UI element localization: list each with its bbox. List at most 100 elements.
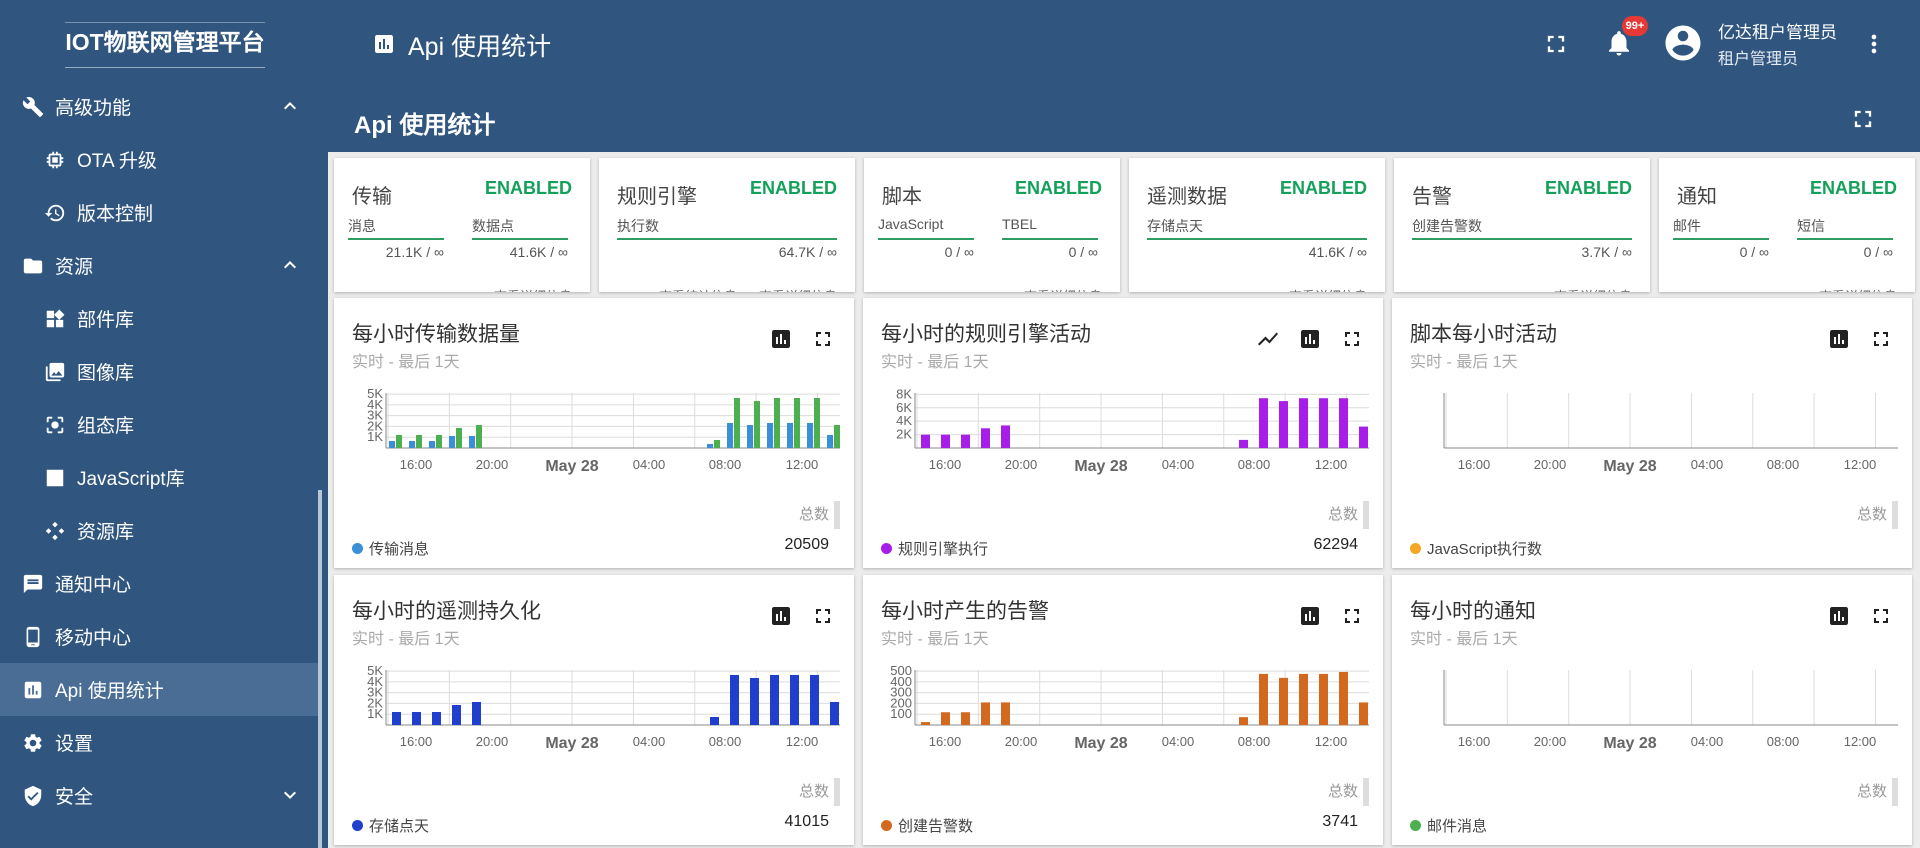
sidebar-item[interactable]: Api 使用统计 [0, 663, 322, 716]
sidebar-item[interactable]: 资源 [0, 239, 322, 292]
metric-value: 41.6K / ∞ [509, 244, 568, 260]
legend-label[interactable]: JavaScript执行数 [1427, 541, 1543, 558]
x-tick-label: 16:00 [929, 734, 962, 749]
fullscreen-icon[interactable] [1339, 326, 1365, 352]
chevron-up-icon[interactable] [278, 94, 302, 118]
bar-chart-icon[interactable] [768, 603, 794, 629]
user-name[interactable]: 亿达租户管理员 [1718, 23, 1837, 42]
chevron-down-icon[interactable] [278, 783, 302, 807]
metric-label: 消息 [348, 216, 444, 240]
fullscreen-icon[interactable] [1339, 603, 1365, 629]
sidebar-item[interactable]: 资源库 [0, 504, 322, 557]
fullscreen-icon[interactable] [1868, 326, 1894, 352]
chart-bar [790, 675, 799, 725]
legend-label[interactable]: 传输消息 [369, 541, 430, 558]
sidebar-item[interactable]: 高级功能 [0, 80, 322, 133]
x-tick-label: 12:00 [1844, 734, 1877, 749]
view-details-link[interactable]: 查看详细信息 [1024, 286, 1102, 292]
bar-chart: 16:00 20:00 May 28 04:00 08:00 12:00 [1443, 393, 1898, 475]
chart-legend: 邮件消息 [1410, 815, 1487, 836]
x-tick-label: 04:00 [1162, 734, 1195, 749]
fullscreen-icon[interactable] [1849, 105, 1877, 133]
bar-chart-icon[interactable] [768, 326, 794, 352]
x-tick-label: 08:00 [1767, 457, 1800, 472]
notifications-bell-icon[interactable] [1604, 28, 1634, 58]
chart-bar [961, 434, 970, 448]
stat-metric: 创建告警数 3.7K / ∞ [1412, 216, 1632, 272]
stat-metric: JavaScript 0 / ∞ [878, 216, 974, 272]
metric-label: JavaScript [878, 216, 974, 240]
total-column-scrollbar[interactable] [1892, 778, 1898, 806]
x-tick-label: 08:00 [1238, 734, 1271, 749]
chart-bar [476, 425, 482, 448]
chart-bar [1319, 398, 1328, 448]
user-avatar-icon[interactable] [1662, 22, 1704, 64]
sidebar-item[interactable]: 部件库 [0, 292, 322, 345]
sidebar-item[interactable]: 设置 [0, 716, 322, 769]
fullscreen-icon[interactable] [810, 326, 836, 352]
fullscreen-icon[interactable] [1868, 603, 1894, 629]
total-column-scrollbar[interactable] [1363, 501, 1369, 529]
sidebar-item[interactable]: 组态库 [0, 398, 322, 451]
legend-label[interactable]: 存储点天 [369, 818, 430, 835]
chevron-up-icon[interactable] [278, 253, 302, 277]
sidebar-item[interactable]: JavaScript库 [0, 451, 322, 504]
sidebar-item[interactable]: 通知中心 [0, 557, 322, 610]
legend-label[interactable]: 创建告警数 [898, 818, 974, 835]
view-details-link[interactable]: 查看详细信息 [494, 286, 572, 292]
chart-bar [1359, 702, 1368, 725]
sidebar-item[interactable]: OTA 升级 [0, 133, 322, 186]
chart-bar [1001, 425, 1010, 448]
diamond-icon [43, 519, 67, 543]
y-tick-label: 4K [896, 413, 912, 428]
chart-bar [727, 423, 733, 448]
bar-chart-icon[interactable] [1297, 603, 1323, 629]
chart-bar [1279, 677, 1288, 725]
wrench-icon [21, 95, 45, 119]
view-details-link[interactable]: 查看统计信息 [659, 286, 737, 292]
view-details-link[interactable]: 查看详细信息 [1289, 286, 1367, 292]
sidebar-item[interactable]: 安全 [0, 769, 322, 822]
bar-chart-icon[interactable] [1826, 326, 1852, 352]
sidebar-scrollbar[interactable] [318, 490, 322, 848]
chart-legend: 存储点天 [352, 815, 429, 836]
total-column-scrollbar[interactable] [834, 778, 840, 806]
stat-card-title: 传输 [352, 186, 392, 208]
total-column-scrollbar[interactable] [1363, 778, 1369, 806]
total-column-scrollbar[interactable] [1892, 501, 1898, 529]
chart-bar [730, 675, 739, 725]
sidebar-item[interactable]: 图像库 [0, 345, 322, 398]
view-details-link[interactable]: 查看详细信息 [1819, 286, 1897, 292]
chart-bar [1299, 673, 1308, 725]
y-tick-label: 2K [367, 695, 383, 710]
chart-bar [472, 702, 481, 725]
x-tick-label: 20:00 [1534, 457, 1567, 472]
total-column-scrollbar[interactable] [834, 501, 840, 529]
view-details-link[interactable]: 查看详细信息 [759, 286, 837, 292]
sidebar-item[interactable]: 移动中心 [0, 610, 322, 663]
chart-bar [710, 717, 719, 725]
js-icon [43, 466, 67, 490]
line-chart-icon[interactable] [1255, 326, 1281, 352]
more-vert-icon[interactable] [1860, 30, 1888, 58]
y-tick-label: 4K [367, 674, 383, 689]
fullscreen-icon[interactable] [1542, 30, 1570, 58]
stat-status-badge: ENABLED [1809, 178, 1897, 198]
total-label: 总数 [1856, 783, 1887, 800]
metric-label: 创建告警数 [1412, 216, 1632, 240]
x-tick-label: 12:00 [1844, 457, 1877, 472]
view-details-link[interactable]: 查看详细信息 [1554, 286, 1632, 292]
scan-icon [43, 413, 67, 437]
legend-label[interactable]: 邮件消息 [1427, 818, 1488, 835]
brand-logo[interactable]: IOT物联网管理平台 [65, 22, 265, 68]
bar-chart-icon[interactable] [1826, 603, 1852, 629]
bar-chart-icon[interactable] [1297, 326, 1323, 352]
legend-label[interactable]: 规则引擎执行 [898, 541, 989, 558]
y-tick-label: 300 [890, 685, 912, 700]
chart-legend: 创建告警数 [881, 815, 973, 836]
fullscreen-icon[interactable] [810, 603, 836, 629]
sidebar-item[interactable]: 版本控制 [0, 186, 322, 239]
widgets-icon [43, 307, 67, 331]
chart-title: 每小时的通知 [1410, 600, 1536, 623]
